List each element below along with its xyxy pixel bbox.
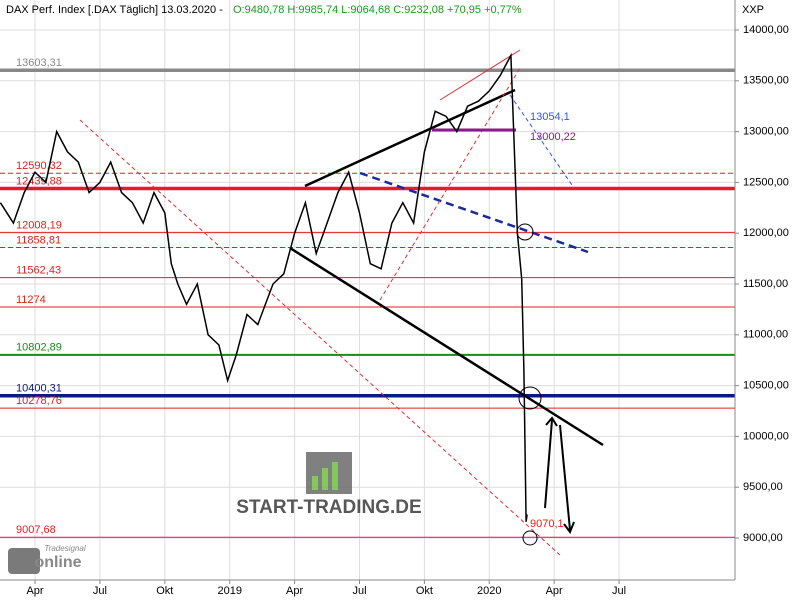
axes: 9000,00 9500,00 10000,00 10500,00 11000,00 11… bbox=[26, 24, 788, 597]
x-tick-label: Apr bbox=[286, 585, 303, 597]
trend-line bbox=[79, 119, 561, 556]
watermark: START-TRADING.DE bbox=[236, 452, 422, 518]
y-axis-label: XXP bbox=[742, 4, 764, 16]
provider-text: online bbox=[34, 554, 81, 571]
arrow bbox=[544, 416, 558, 509]
annotation: 13000,22 bbox=[530, 131, 576, 143]
y-tick-label: 10000,00 bbox=[743, 430, 789, 442]
y-tick-label: 13500,00 bbox=[743, 75, 789, 87]
arrow bbox=[559, 424, 575, 535]
level-label: 11562,43 bbox=[16, 265, 61, 277]
y-tick-label: 9500,00 bbox=[743, 481, 783, 493]
x-tick-label: Okt bbox=[416, 585, 433, 597]
y-tick-label: 12000,00 bbox=[743, 227, 789, 239]
x-axis-panel bbox=[0, 580, 800, 600]
x-tick-label: 2020 bbox=[477, 585, 501, 597]
levels: 13603,31 12590,32 12439,88 12008,19 11858,81… bbox=[0, 57, 735, 538]
y-tick-label: 13000,00 bbox=[743, 125, 789, 137]
trend-line bbox=[379, 67, 521, 301]
level-label: 9007,68 bbox=[16, 524, 56, 536]
marker-circle bbox=[522, 530, 538, 546]
y-tick-label: 11500,00 bbox=[743, 278, 788, 290]
trend-line bbox=[509, 94, 573, 186]
logo-icon bbox=[332, 462, 338, 490]
trend-line bbox=[439, 49, 521, 101]
level-label: 11858,81 bbox=[16, 234, 61, 246]
logo-icon bbox=[312, 476, 318, 490]
marks: 13054,1 13000,22 9070,1 bbox=[0, 52, 576, 530]
y-tick-label: 9000,00 bbox=[743, 532, 783, 544]
watermark-text: START-TRADING.DE bbox=[236, 497, 421, 518]
level-label: 10802,89 bbox=[16, 342, 62, 354]
annotation: 13054,1 bbox=[530, 111, 570, 123]
y-tick-label: 10500,00 bbox=[743, 380, 789, 392]
x-tick-label: Apr bbox=[546, 585, 563, 597]
level-label: 13603,31 bbox=[16, 57, 62, 69]
provider-logo: Tradesignal online bbox=[8, 544, 86, 574]
level-label: 10400,31 bbox=[16, 383, 62, 395]
trend-line bbox=[304, 88, 516, 188]
trend-line bbox=[289, 246, 604, 447]
level-label: 12008,19 bbox=[16, 219, 62, 231]
logo-box bbox=[8, 548, 40, 574]
price-line bbox=[0, 52, 528, 522]
x-tick-label: 2019 bbox=[217, 585, 241, 597]
x-tick-label: Jul bbox=[352, 585, 366, 597]
y-tick-label: 11000,00 bbox=[743, 329, 788, 341]
trend-line bbox=[359, 171, 589, 254]
marker-circle bbox=[518, 386, 542, 410]
x-tick-label: Okt bbox=[156, 585, 173, 597]
x-tick-label: Jul bbox=[93, 585, 107, 597]
x-tick-label: Apr bbox=[26, 585, 43, 597]
annotation: 9070,1 bbox=[530, 518, 564, 530]
level-label: 11274 bbox=[16, 294, 46, 306]
logo-icon bbox=[322, 468, 328, 490]
y-axis-panel bbox=[735, 0, 800, 600]
y-tick-label: 14000,00 bbox=[743, 24, 789, 36]
provider-text: Tradesignal bbox=[44, 544, 85, 553]
chart-subtitle: O:9480,78 H:9985,74 L:9064,68 C:9232,08 … bbox=[233, 4, 522, 16]
chart-title: DAX Perf. Index [.DAX Täglich] 13.03.202… bbox=[6, 4, 223, 16]
grid bbox=[0, 0, 735, 580]
level-label: 12590,32 bbox=[16, 160, 62, 172]
y-tick-label: 12500,00 bbox=[743, 176, 789, 188]
level-label: 10278,76 bbox=[16, 395, 62, 407]
x-tick-label: Jul bbox=[612, 585, 626, 597]
level-label: 12439,88 bbox=[16, 175, 62, 187]
